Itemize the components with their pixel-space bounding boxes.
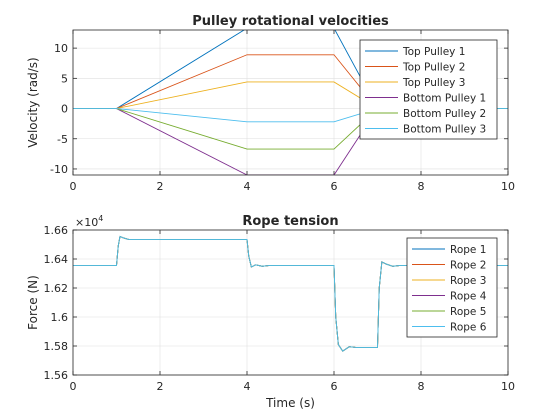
x-tick-label: 2 — [157, 380, 164, 393]
legend-label: Rope 3 — [450, 275, 486, 287]
legend-label: Bottom Pulley 1 — [403, 93, 486, 105]
legend-label: Top Pulley 1 — [402, 46, 465, 58]
axes-frame — [72, 29, 509, 176]
x-tick-label: 8 — [418, 180, 425, 193]
y-tick-label: 1.58 — [44, 340, 69, 353]
chart-title: Pulley rotational velocities — [192, 14, 389, 29]
y-tick-label: 1.64 — [44, 253, 69, 266]
legend-label: Top Pulley 2 — [402, 62, 465, 74]
y-tick-label: 0 — [61, 103, 68, 116]
x-tick-label: 6 — [331, 380, 338, 393]
legend-label: Rope 2 — [450, 260, 486, 272]
y-axis-label: Velocity (rad/s) — [26, 57, 40, 147]
x-tick-label: 10 — [501, 380, 515, 393]
velocity-axes: 0 2 4 6 8 10 -10 -5 0 5 10 Pulley rotational veloci… — [26, 14, 515, 193]
chart-title: Rope tension — [242, 214, 338, 229]
legend-box — [359, 39, 498, 140]
legend-label: Bottom Pulley 3 — [403, 124, 486, 136]
x-tick-label: 4 — [244, 380, 251, 393]
series-line-6 — [73, 235, 508, 352]
x-tick-label: 8 — [418, 380, 425, 393]
legend-label: Top Pulley 3 — [402, 77, 465, 89]
y-exponent-power: 4 — [98, 214, 103, 223]
y-exponent-base: ×10 — [75, 216, 98, 229]
x-tick-label: 10 — [501, 180, 515, 193]
series-lines — [73, 235, 508, 352]
y-axis-label: Force (N) — [26, 275, 40, 330]
y-tick-label: 1.66 — [44, 224, 69, 237]
y-tick-label: 1.62 — [44, 282, 69, 295]
legend-label: Rope 5 — [450, 306, 486, 318]
x-tick-label: 4 — [244, 180, 251, 193]
legend: Rope 1 Rope 2 Rope 3 Rope 4 Rope 5 Rope 6 — [406, 237, 498, 338]
y-tick-label: 1.56 — [44, 369, 69, 382]
y-tick-label: -10 — [50, 163, 68, 176]
y-tick-label: 1.6 — [51, 311, 69, 324]
x-tick-label: 0 — [70, 380, 77, 393]
legend-label: Rope 1 — [450, 244, 486, 256]
tension-axes: 0 2 4 6 8 10 1.56 1.58 1.6 1.62 1.64 1.66 Rope tensi… — [26, 214, 515, 410]
y-exponent-label: ×104 — [75, 214, 103, 229]
x-tick-label: 0 — [70, 180, 77, 193]
x-axis-label: Time (s) — [265, 396, 315, 410]
y-tick-label: 5 — [61, 72, 68, 85]
legend-label: Rope 4 — [450, 291, 487, 303]
legend-label: Bottom Pulley 2 — [403, 108, 486, 120]
legend-label: Rope 6 — [450, 322, 487, 334]
legend: Top Pulley 1 Top Pulley 2 Top Pulley 3 Bott… — [359, 39, 498, 140]
y-tick-label: -5 — [57, 133, 68, 146]
x-tick-label: 6 — [331, 180, 338, 193]
y-tick-label: 10 — [54, 42, 68, 55]
x-tick-label: 2 — [157, 180, 164, 193]
axes-frame — [72, 229, 509, 376]
legend-box — [406, 237, 498, 338]
